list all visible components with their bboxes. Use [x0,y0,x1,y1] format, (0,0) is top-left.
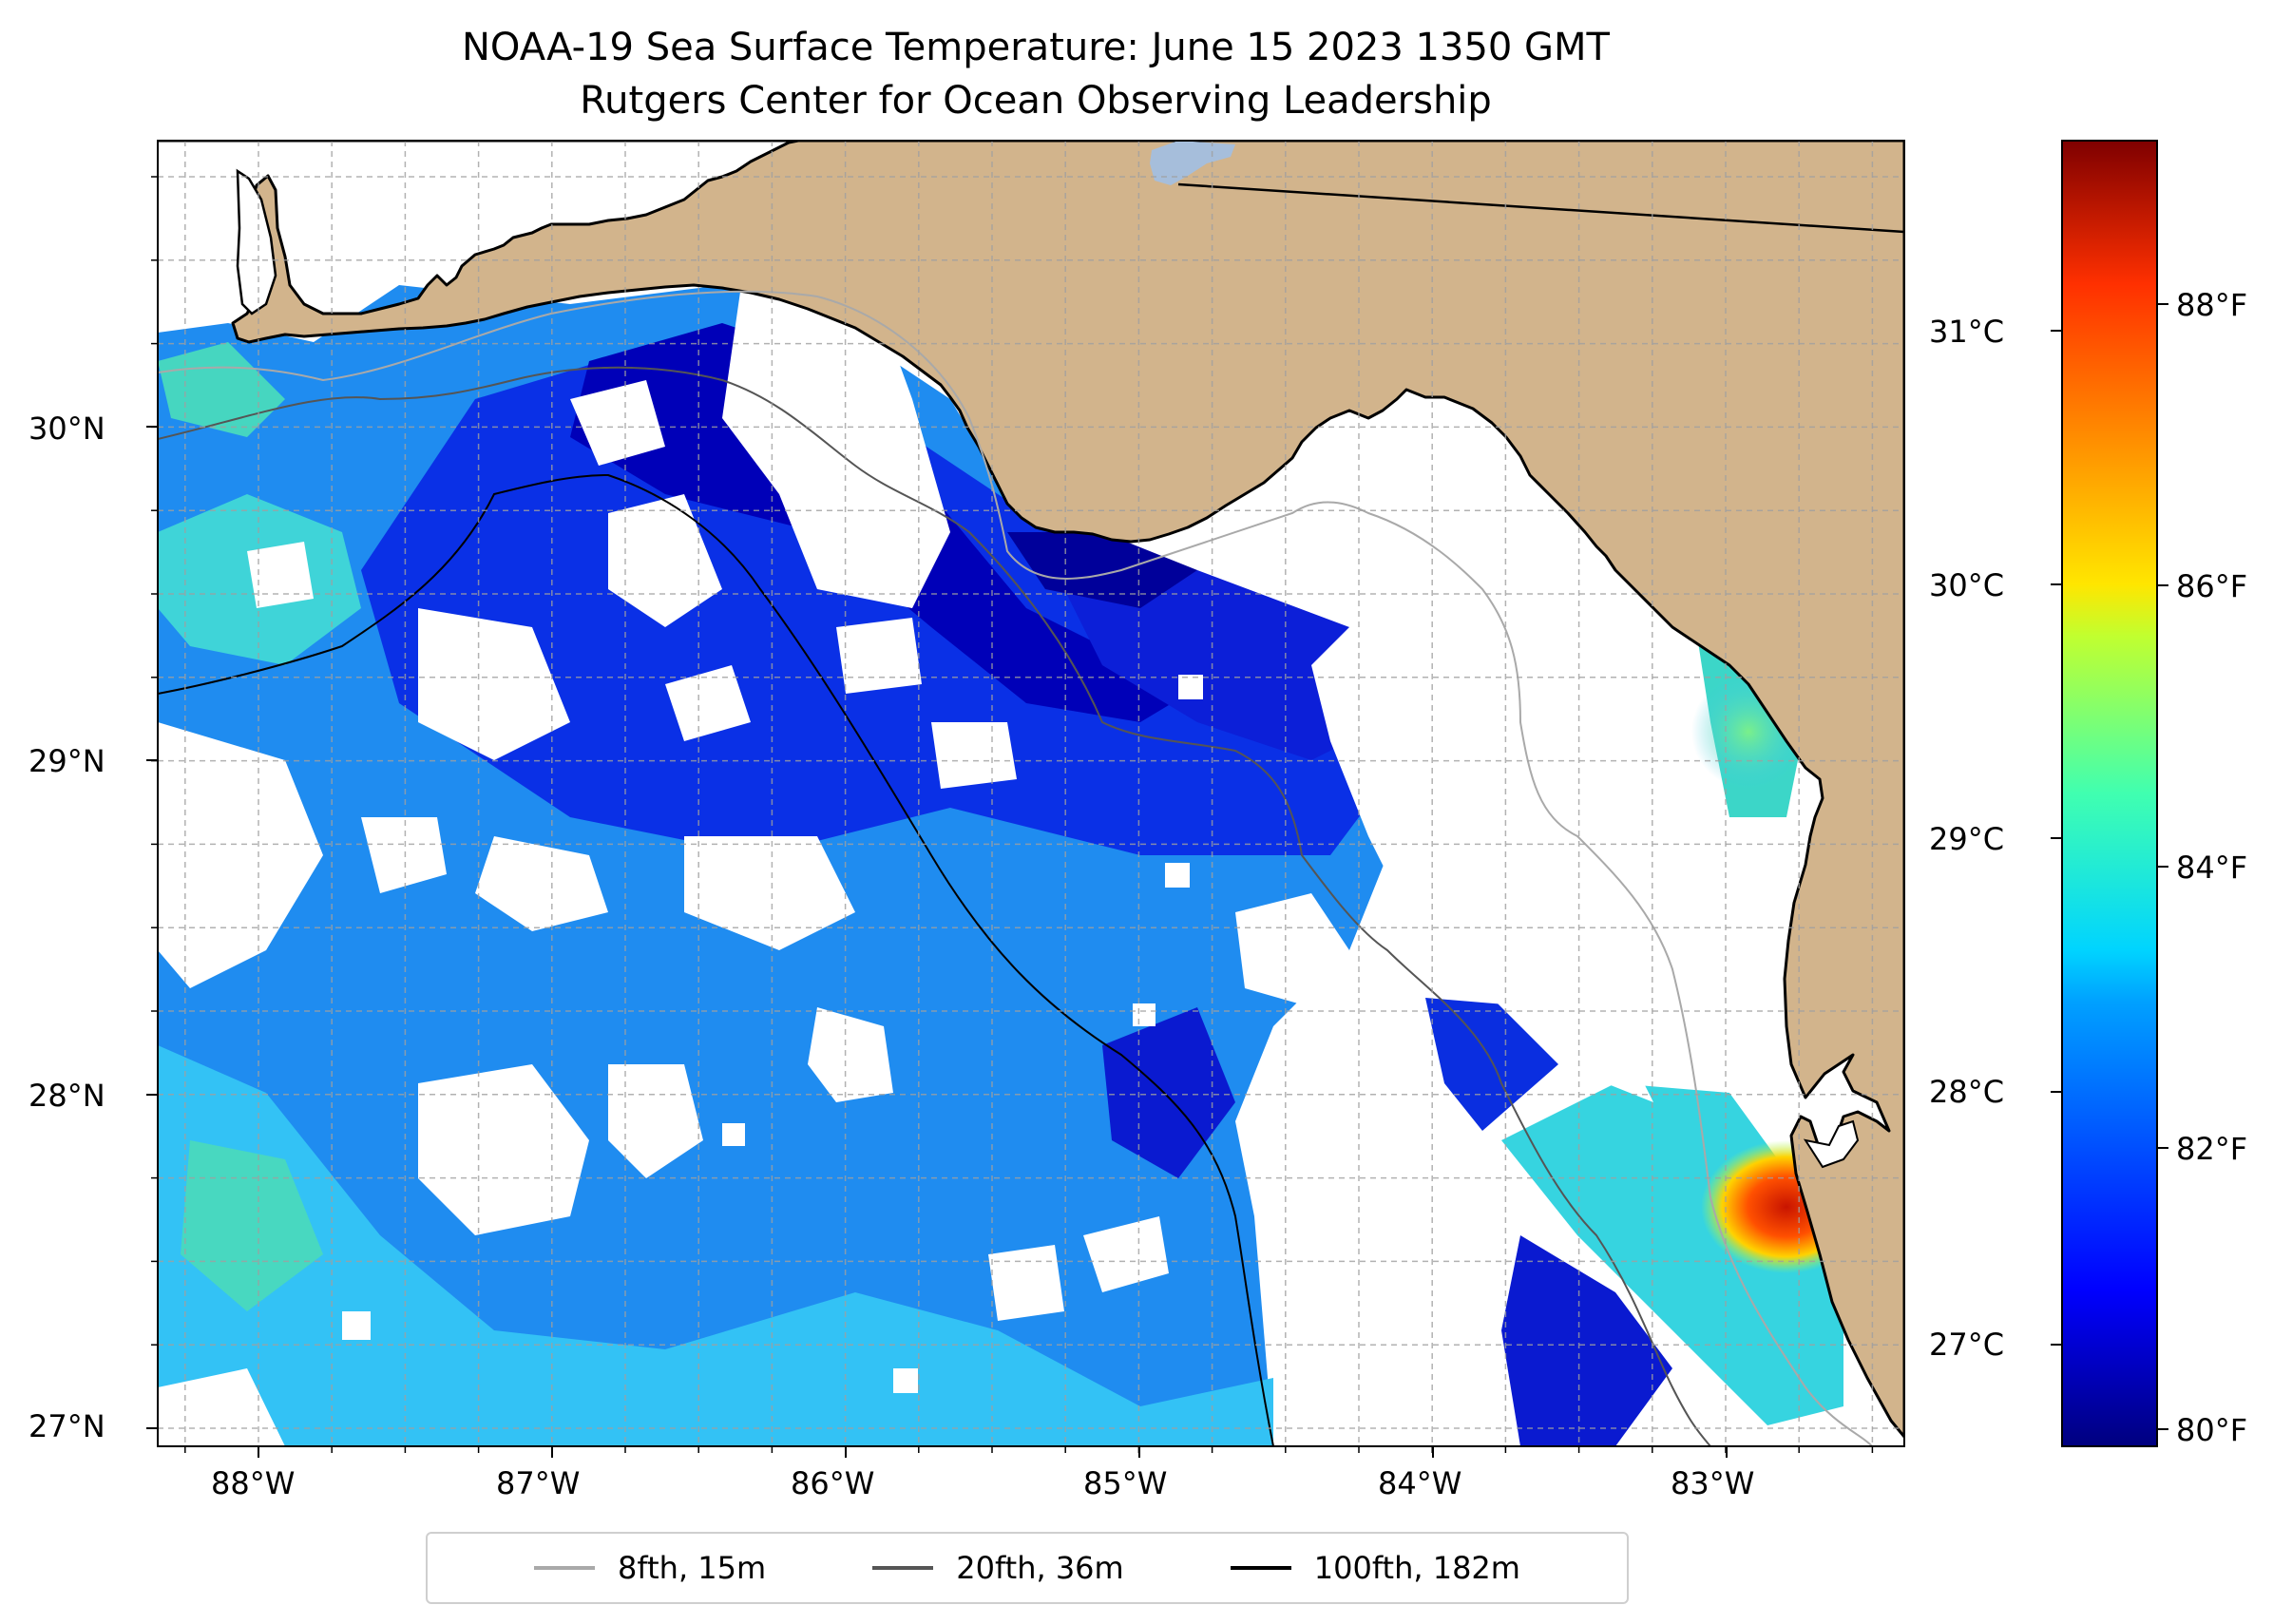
legend-label-100fth: 100fth, 182m [1313,1550,1520,1586]
legend-label-8fth: 8fth, 15m [618,1550,767,1586]
gridlines [158,141,1904,1446]
y-tick-27n: 27°N [29,1408,105,1444]
x-tick-86w: 86°W [791,1465,875,1501]
x-tick-83w: 83°W [1671,1465,1755,1501]
y-tick-30n: 30°N [29,411,105,447]
cbar-c-27: 27°C [1929,1327,2005,1363]
axis-ticks [146,176,1874,1458]
cbar-f-84: 84°F [2176,850,2248,886]
y-tick-29n: 29°N [29,743,105,779]
legend-item-100fth: 100fth, 182m [1230,1550,1520,1586]
lake [1150,141,1235,185]
colorbar [2061,140,2158,1447]
cbar-f-88: 88°F [2176,287,2248,323]
cbar-c-28: 28°C [1929,1074,2005,1110]
legend-item-20fth: 20fth, 36m [872,1550,1124,1586]
y-tick-28n: 28°N [29,1078,105,1114]
cbar-f-82: 82°F [2176,1131,2248,1167]
contour-8fth [158,290,1873,1446]
legend-label-20fth: 20fth, 36m [956,1550,1124,1586]
cbar-c-29: 29°C [1929,821,2005,857]
cbar-c-31: 31°C [1929,314,2005,350]
x-tick-88w: 88°W [211,1465,296,1501]
title-line1: NOAA-19 Sea Surface Temperature: June 15… [461,26,1610,69]
legend-swatch-100fth [1230,1566,1291,1570]
legend-item-8fth: 8fth, 15m [534,1550,766,1586]
x-tick-85w: 85°W [1083,1465,1168,1501]
x-tick-84w: 84°W [1378,1465,1462,1501]
cbar-f-86: 86°F [2176,568,2248,604]
title-line2: Rutgers Center for Ocean Observing Leade… [580,79,1492,123]
state-border [1177,182,1904,234]
legend-swatch-8fth [534,1566,596,1570]
contour-20fth [158,366,1711,1446]
map-frame [157,140,1905,1447]
cbar-f-80: 80°F [2176,1412,2248,1448]
legend-swatch-20fth [872,1566,934,1570]
contour-legend: 8fth, 15m 20fth, 36m 100fth, 182m [426,1532,1629,1604]
cbar-c-30: 30°C [1929,567,2005,603]
x-tick-87w: 87°W [496,1465,581,1501]
colorbar-ticks [2051,303,2168,1430]
